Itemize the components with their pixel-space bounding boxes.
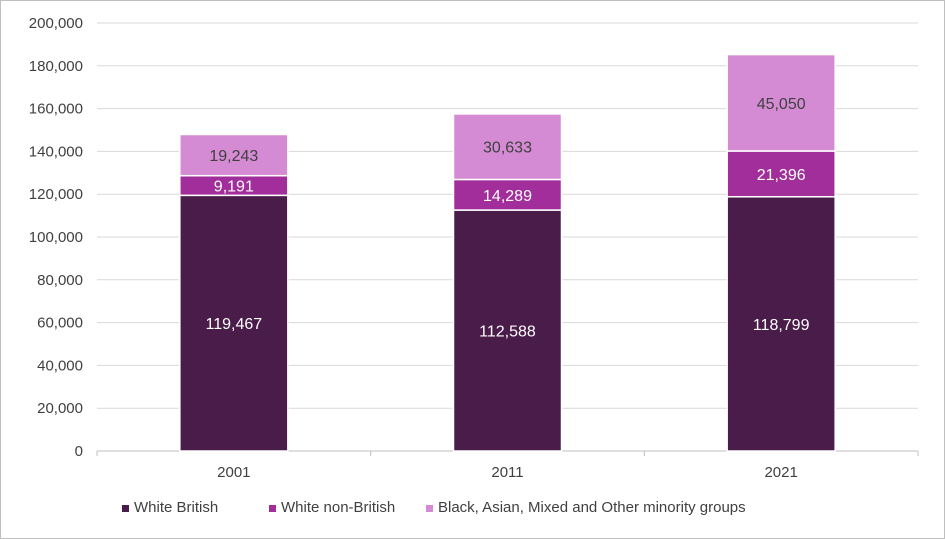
- y-tick-label: 180,000: [29, 58, 83, 75]
- y-tick-label: 20,000: [37, 400, 83, 417]
- bar-segment: [179, 194, 289, 452]
- legend-label: White non-British: [281, 499, 395, 516]
- legend-swatch: [426, 505, 433, 512]
- y-tick-label: 80,000: [37, 272, 83, 289]
- bars: 119,467 9,191 19,243 112,588 14,289 30,633 118…: [179, 53, 836, 452]
- legend-swatch: [269, 505, 276, 512]
- bar-segment: [726, 53, 836, 152]
- y-tick-label: 160,000: [29, 101, 83, 118]
- y-tick-label: 0: [75, 443, 83, 460]
- data-label: 19,243: [209, 148, 258, 165]
- y-tick-label: 120,000: [29, 186, 83, 203]
- data-label: 21,396: [757, 167, 806, 184]
- bar-segment: [452, 178, 563, 211]
- data-label: 9,191: [214, 179, 254, 196]
- data-label: 14,289: [483, 188, 532, 205]
- x-tick-label: 2001: [217, 464, 250, 481]
- bar-segment: [726, 196, 836, 452]
- y-tick-label: 100,000: [29, 229, 83, 246]
- legend-swatch: [122, 505, 129, 512]
- legend: White British White non-British Black, Asi…: [122, 499, 746, 516]
- data-label: 119,467: [206, 316, 263, 333]
- data-label: 45,050: [757, 96, 806, 113]
- x-tick-label: 2011: [491, 464, 523, 481]
- bar-segment: [726, 150, 836, 198]
- x-tick-label: 2021: [764, 464, 797, 481]
- bar-segment: [179, 133, 289, 177]
- data-label: 112,588: [479, 324, 536, 341]
- data-label: 118,799: [753, 317, 810, 334]
- bar-segment: [452, 113, 563, 181]
- legend-label: White British: [134, 499, 218, 516]
- x-axis-ticks: 2001 2011 2021: [96, 451, 919, 481]
- y-tick-label: 140,000: [29, 143, 83, 160]
- y-tick-label: 40,000: [37, 357, 83, 374]
- y-tick-label: 60,000: [37, 315, 83, 332]
- legend-label: Black, Asian, Mixed and Other minority g…: [438, 499, 746, 516]
- y-axis-ticks: 0 20,000 40,000 60,000 80,000 100,000 120,000 1…: [29, 15, 83, 460]
- bar-segment: [452, 209, 563, 452]
- data-label: 30,633: [483, 140, 532, 157]
- y-tick-label: 200,000: [29, 15, 83, 32]
